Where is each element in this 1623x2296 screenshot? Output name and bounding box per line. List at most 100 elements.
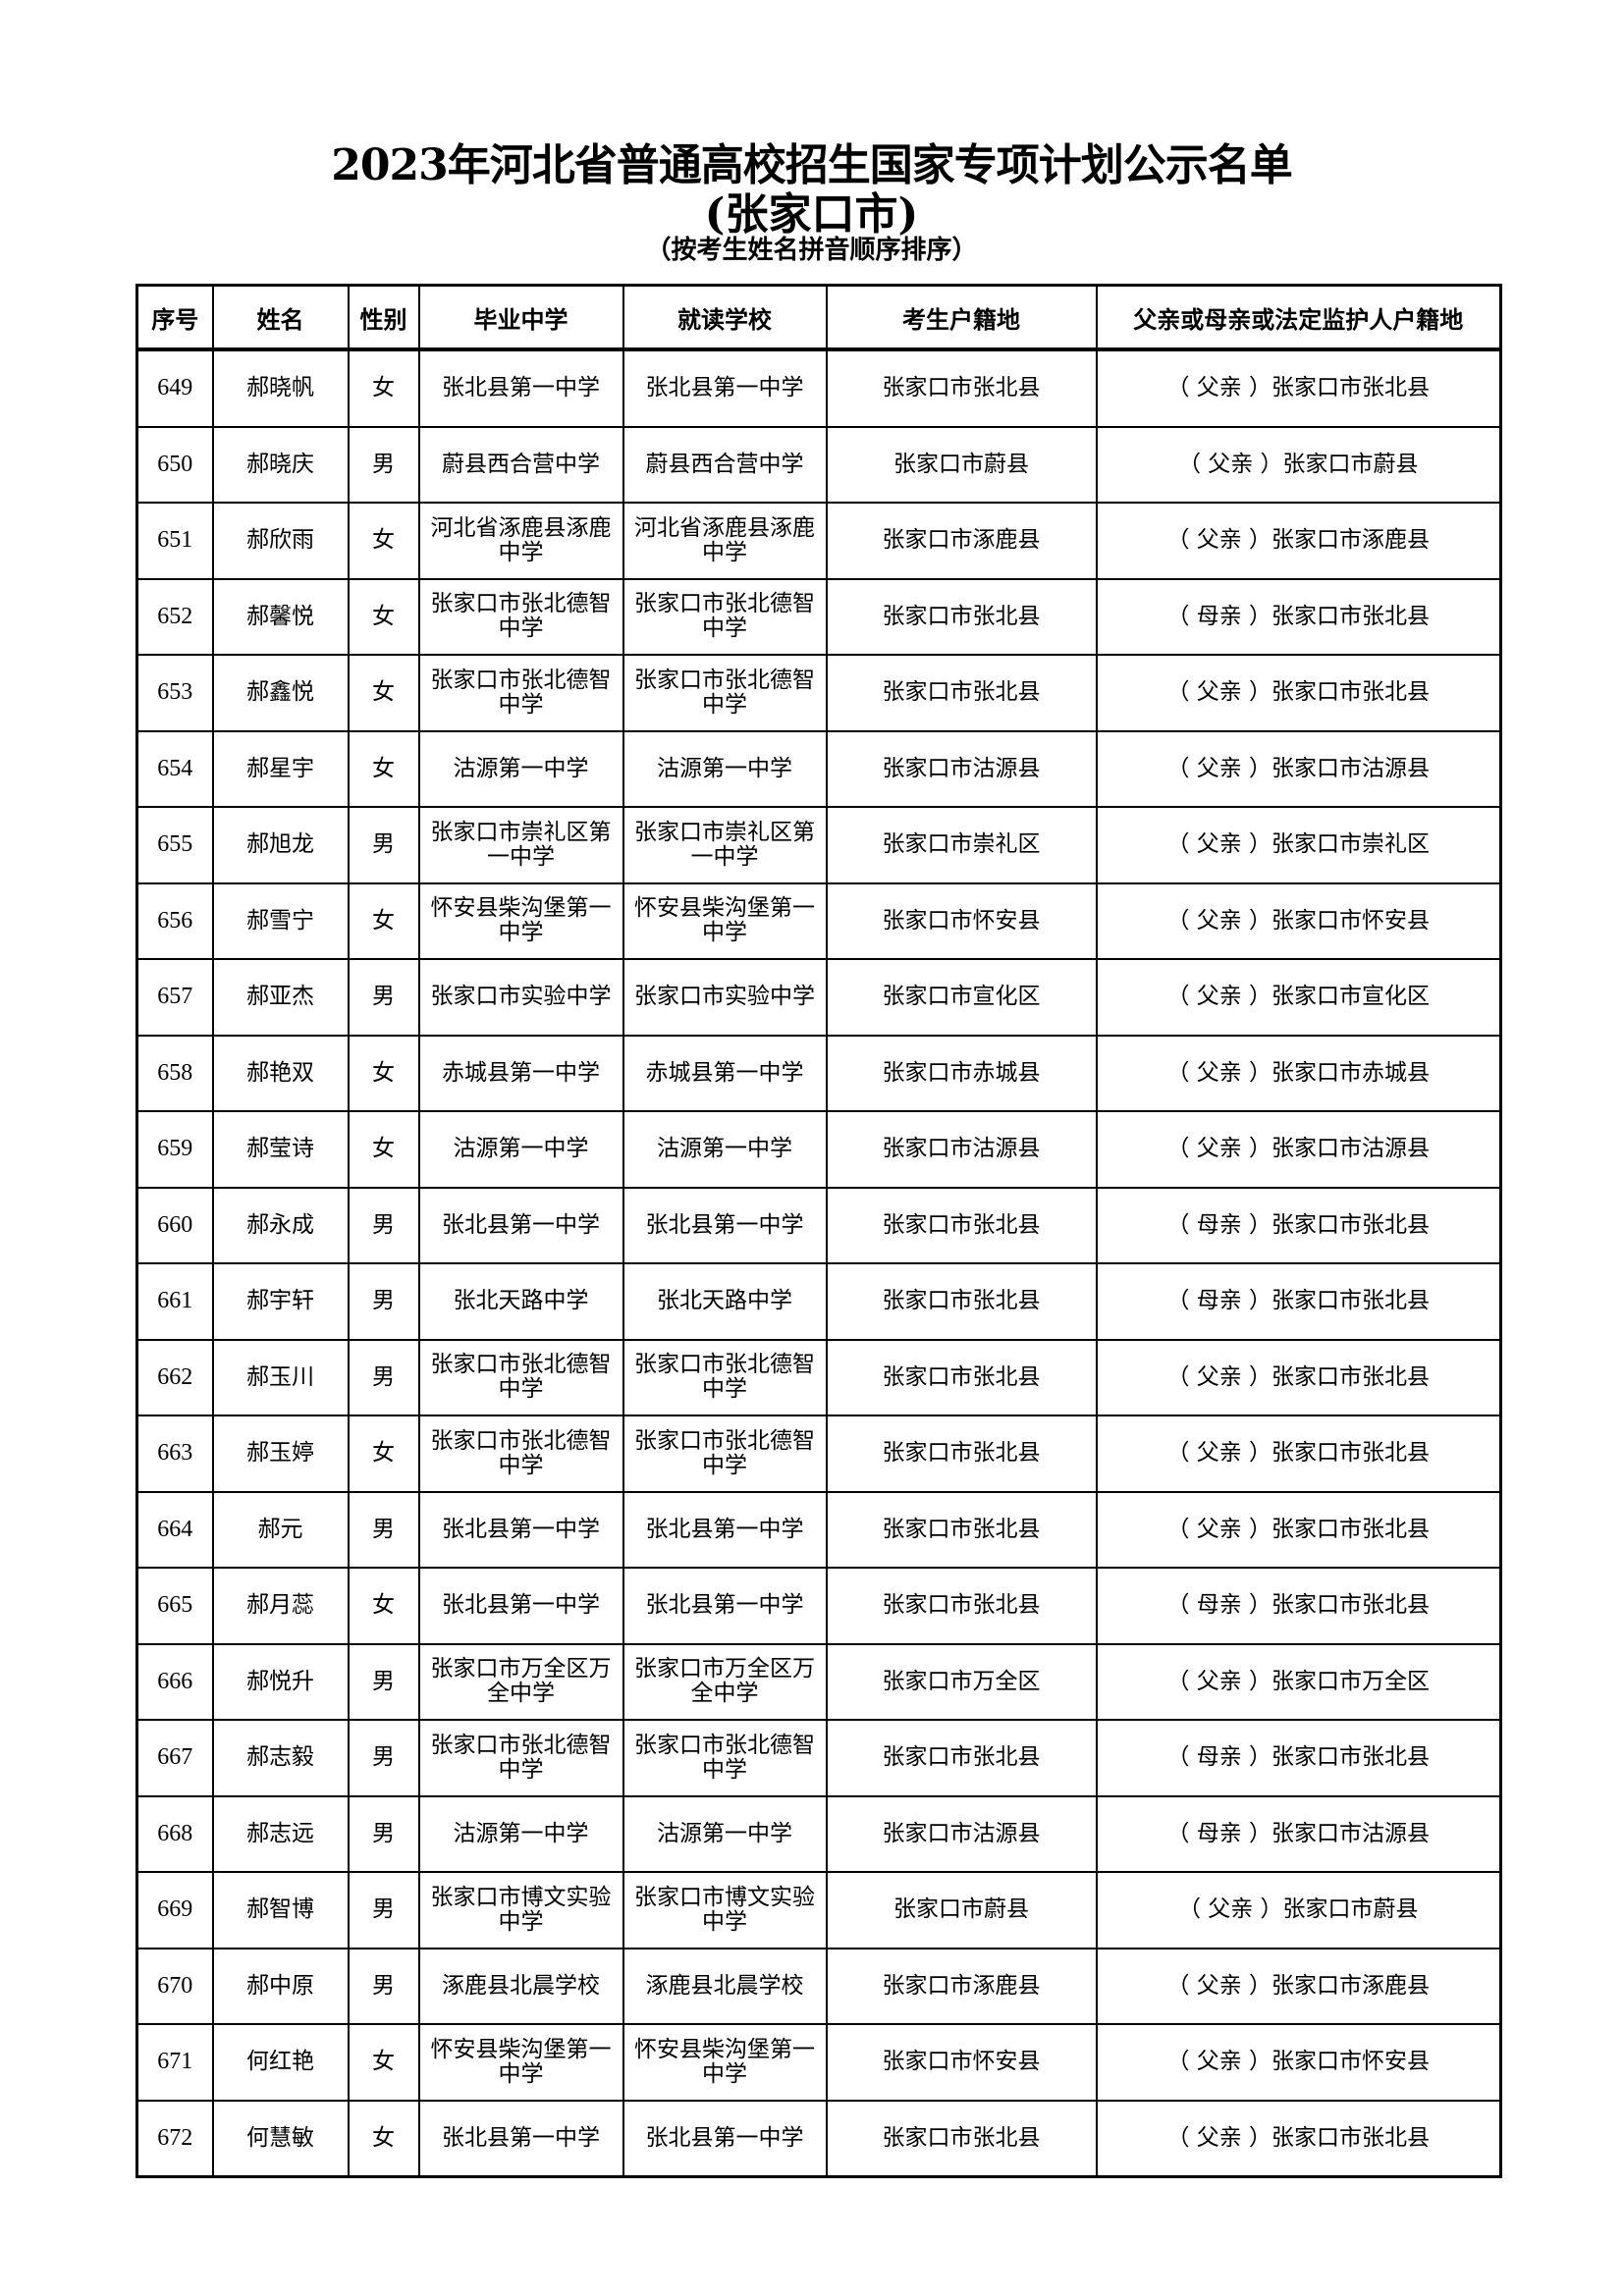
table-row: 655 郝旭龙男张家口市崇礼区第一中学 张家口市崇礼区第一中学 张家口市崇礼区（ 父亲… bbox=[135, 806, 1502, 884]
col-index-cell: 652 bbox=[135, 577, 214, 656]
col-gender-cell: 男 bbox=[347, 1871, 420, 1949]
col-name-cell: 郝亚杰 bbox=[211, 958, 350, 1037]
student-list-table: 序号 姓名 性别 毕业中学 就读学校 考生户籍地 父亲或母亲或法定监护人户籍地 649 郝晓帆… bbox=[135, 284, 1502, 2178]
col-student-domicile-cell: 张家口市赤城县 bbox=[825, 1034, 1098, 1112]
col-gender-cell: 男 bbox=[347, 1719, 420, 1797]
col-graduation-school-cell: 张家口市实验中学 bbox=[417, 958, 624, 1037]
col-name-cell: 郝艳双 bbox=[211, 1034, 350, 1112]
col-gender-cell: 男 bbox=[347, 1262, 420, 1341]
col-student-domicile-cell: 张家口市张北县 bbox=[825, 654, 1098, 732]
header-col-current-school: 就读学校 bbox=[622, 284, 828, 351]
col-student-domicile-cell: 张家口市张北县 bbox=[825, 1338, 1098, 1416]
col-student-domicile-cell: 张家口市沽源县 bbox=[825, 729, 1098, 808]
table-row: 659 郝莹诗女沽源第一中学 沽源第一中学 张家口市沽源县（ 父亲 ）张家口市沽源县 bbox=[135, 1110, 1502, 1189]
col-graduation-school-cell: 张北县第一中学 bbox=[417, 1490, 624, 1569]
col-current-school-cell: 张家口市实验中学 bbox=[622, 958, 828, 1037]
col-graduation-school-cell: 怀安县柴沟堡第一中学 bbox=[417, 881, 624, 960]
col-name-cell: 郝志毅 bbox=[211, 1719, 350, 1797]
table-row: 649 郝晓帆女张北县第一中学 张北县第一中学 张家口市张北县（ 父亲 ）张家口市张北… bbox=[135, 348, 1502, 428]
col-graduation-school-cell: 沽源第一中学 bbox=[417, 1110, 624, 1189]
col-guardian-domicile-cell: （ 父亲 ）张家口市沽源县 bbox=[1095, 1110, 1502, 1189]
col-graduation-school-cell: 张家口市崇礼区第一中学 bbox=[417, 806, 624, 884]
col-current-school-cell: 张北天路中学 bbox=[622, 1262, 828, 1341]
col-current-school-cell: 张家口市崇礼区第一中学 bbox=[622, 806, 828, 884]
col-guardian-domicile-cell: （ 父亲 ）张家口市涿鹿县 bbox=[1095, 502, 1502, 580]
col-current-school-cell: 张家口市张北德智中学 bbox=[622, 577, 828, 656]
col-index-cell: 671 bbox=[135, 2023, 214, 2102]
col-current-school-cell: 怀安县柴沟堡第一中学 bbox=[622, 881, 828, 960]
sort-note: （按考生姓名拼音顺序排序） bbox=[645, 236, 978, 265]
col-gender-cell: 男 bbox=[347, 1947, 420, 2025]
col-name-cell: 郝鑫悦 bbox=[211, 654, 350, 732]
table-row: 651 郝欣雨女河北省涿鹿县涿鹿中学 河北省涿鹿县涿鹿中学 张家口市涿鹿县（ 父亲 ）… bbox=[135, 502, 1502, 580]
table-header-row: 序号 姓名 性别 毕业中学 就读学校 考生户籍地 父亲或母亲或法定监护人户籍地 bbox=[135, 284, 1502, 351]
col-student-domicile-cell: 张家口市怀安县 bbox=[825, 881, 1098, 960]
col-index-cell: 658 bbox=[135, 1034, 214, 1112]
col-current-school-cell: 沽源第一中学 bbox=[622, 729, 828, 808]
table-row: 669 郝智博男张家口市博文实验中学 张家口市博文实验中学 张家口市蔚县（ 父亲 ）张… bbox=[135, 1871, 1502, 1949]
col-graduation-school-cell: 怀安县柴沟堡第一中学 bbox=[417, 2023, 624, 2102]
col-index-cell: 657 bbox=[135, 958, 214, 1037]
col-guardian-domicile-cell: （ 母亲 ）张家口市张北县 bbox=[1095, 577, 1502, 656]
col-name-cell: 郝玉婷 bbox=[211, 1415, 350, 1493]
col-gender-cell: 男 bbox=[347, 425, 420, 504]
col-graduation-school-cell: 张家口市张北德智中学 bbox=[417, 1338, 624, 1416]
col-student-domicile-cell: 张家口市蔚县 bbox=[825, 425, 1098, 504]
col-guardian-domicile-cell: （ 父亲 ）张家口市张北县 bbox=[1095, 1338, 1502, 1416]
col-gender-cell: 女 bbox=[347, 502, 420, 580]
col-student-domicile-cell: 张家口市张北县 bbox=[825, 348, 1098, 428]
col-student-domicile-cell: 张家口市蔚县 bbox=[825, 1871, 1098, 1949]
col-guardian-domicile-cell: （ 父亲 ）张家口市张北县 bbox=[1095, 654, 1502, 732]
table-row: 650 郝晓庆男蔚县西合营中学 蔚县西合营中学 张家口市蔚县（ 父亲 ）张家口市蔚县 bbox=[135, 425, 1502, 504]
page-title: 2023年河北省普通高校招生国家专项计划公示名单 bbox=[331, 140, 1292, 190]
col-index-cell: 654 bbox=[135, 729, 214, 808]
table-row: 672 何慧敏女张北县第一中学 张北县第一中学 张家口市张北县（ 父亲 ）张家口市张北… bbox=[135, 2099, 1502, 2178]
col-current-school-cell: 河北省涿鹿县涿鹿中学 bbox=[622, 502, 828, 580]
col-name-cell: 郝元 bbox=[211, 1490, 350, 1569]
col-gender-cell: 男 bbox=[347, 1338, 420, 1416]
col-graduation-school-cell: 张家口市张北德智中学 bbox=[417, 1719, 624, 1797]
col-student-domicile-cell: 张家口市万全区 bbox=[825, 1642, 1098, 1721]
col-gender-cell: 女 bbox=[347, 1034, 420, 1112]
col-student-domicile-cell: 张家口市张北县 bbox=[825, 1186, 1098, 1264]
col-gender-cell: 男 bbox=[347, 1490, 420, 1569]
header-col-guardian-domicile: 父亲或母亲或法定监护人户籍地 bbox=[1095, 284, 1502, 351]
col-graduation-school-cell: 张家口市张北德智中学 bbox=[417, 654, 624, 732]
col-student-domicile-cell: 张家口市张北县 bbox=[825, 1490, 1098, 1569]
page-subtitle: (张家口市) bbox=[704, 189, 919, 240]
col-student-domicile-cell: 张家口市张北县 bbox=[825, 2099, 1098, 2178]
col-guardian-domicile-cell: （ 父亲 ）张家口市崇礼区 bbox=[1095, 806, 1502, 884]
col-name-cell: 郝月蕊 bbox=[211, 1567, 350, 1645]
col-name-cell: 郝宇轩 bbox=[211, 1262, 350, 1341]
col-name-cell: 郝晓帆 bbox=[211, 348, 350, 428]
col-guardian-domicile-cell: （ 母亲 ）张家口市张北县 bbox=[1095, 1262, 1502, 1341]
col-index-cell: 653 bbox=[135, 654, 214, 732]
col-current-school-cell: 张北县第一中学 bbox=[622, 348, 828, 428]
col-guardian-domicile-cell: （ 母亲 ）张家口市张北县 bbox=[1095, 1719, 1502, 1797]
col-gender-cell: 女 bbox=[347, 2099, 420, 2178]
col-current-school-cell: 张家口市张北德智中学 bbox=[622, 1719, 828, 1797]
col-index-cell: 664 bbox=[135, 1490, 214, 1569]
col-name-cell: 郝雪宁 bbox=[211, 881, 350, 960]
col-gender-cell: 女 bbox=[347, 729, 420, 808]
col-name-cell: 郝星宇 bbox=[211, 729, 350, 808]
col-student-domicile-cell: 张家口市张北县 bbox=[825, 1262, 1098, 1341]
col-name-cell: 郝旭龙 bbox=[211, 806, 350, 884]
col-current-school-cell: 张北县第一中学 bbox=[622, 1567, 828, 1645]
col-current-school-cell: 张家口市张北德智中学 bbox=[622, 1338, 828, 1416]
col-current-school-cell: 张家口市万全区万全中学 bbox=[622, 1642, 828, 1721]
col-index-cell: 660 bbox=[135, 1186, 214, 1264]
col-guardian-domicile-cell: （ 父亲 ）张家口市万全区 bbox=[1095, 1642, 1502, 1721]
col-student-domicile-cell: 张家口市张北县 bbox=[825, 577, 1098, 656]
col-guardian-domicile-cell: （ 母亲 ）张家口市沽源县 bbox=[1095, 1794, 1502, 1873]
col-graduation-school-cell: 张家口市万全区万全中学 bbox=[417, 1642, 624, 1721]
col-guardian-domicile-cell: （ 父亲 ）张家口市赤城县 bbox=[1095, 1034, 1502, 1112]
col-graduation-school-cell: 张北县第一中学 bbox=[417, 1567, 624, 1645]
col-current-school-cell: 蔚县西合营中学 bbox=[622, 425, 828, 504]
col-index-cell: 665 bbox=[135, 1567, 214, 1645]
col-graduation-school-cell: 赤城县第一中学 bbox=[417, 1034, 624, 1112]
col-name-cell: 郝悦升 bbox=[211, 1642, 350, 1721]
col-student-domicile-cell: 张家口市张北县 bbox=[825, 1415, 1098, 1493]
table-row: 657 郝亚杰男张家口市实验中学 张家口市实验中学 张家口市宣化区（ 父亲 ）张家口市… bbox=[135, 958, 1502, 1037]
col-index-cell: 667 bbox=[135, 1719, 214, 1797]
